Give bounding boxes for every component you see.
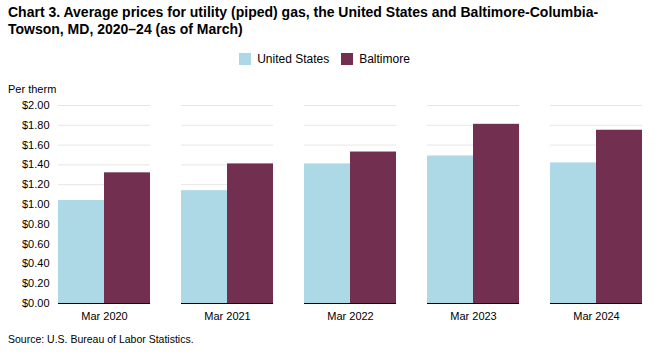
html-text:Chart 3. Average prices for ut: Chart 3. Average prices for utility (pip… [8, 4, 599, 37]
svg-text:$0.40: $0.40 [22, 257, 50, 269]
svg-text:Mar 2024: Mar 2024 [573, 310, 619, 322]
svg-text:Mar 2022: Mar 2022 [327, 310, 373, 322]
html-text:Per therm: Per therm [8, 83, 57, 95]
svg-text:Mar 2021: Mar 2021 [204, 310, 250, 322]
html-text:United States: United States [257, 51, 330, 66]
svg-text:$1.80: $1.80 [22, 119, 50, 131]
svg-text:$0.20: $0.20 [22, 277, 50, 289]
svg-text:$2.00: $2.00 [22, 99, 50, 111]
svg-text:$1.00: $1.00 [22, 198, 50, 210]
svg-text:$0.60: $0.60 [22, 238, 50, 250]
html-text:Baltimore: Baltimore [359, 51, 410, 66]
svg-text:$1.60: $1.60 [22, 139, 50, 151]
html-text:Source: U.S. Bureau of Labor S: Source: U.S. Bureau of Labor Statistics. [8, 333, 194, 345]
svg-text:$1.40: $1.40 [22, 158, 50, 170]
svg-text:Mar 2020: Mar 2020 [81, 310, 127, 322]
svg-text:$0.80: $0.80 [22, 218, 50, 230]
svg-text:Mar 2023: Mar 2023 [450, 310, 496, 322]
svg-text:$1.20: $1.20 [22, 178, 50, 190]
svg-text:$0.00: $0.00 [22, 297, 50, 309]
